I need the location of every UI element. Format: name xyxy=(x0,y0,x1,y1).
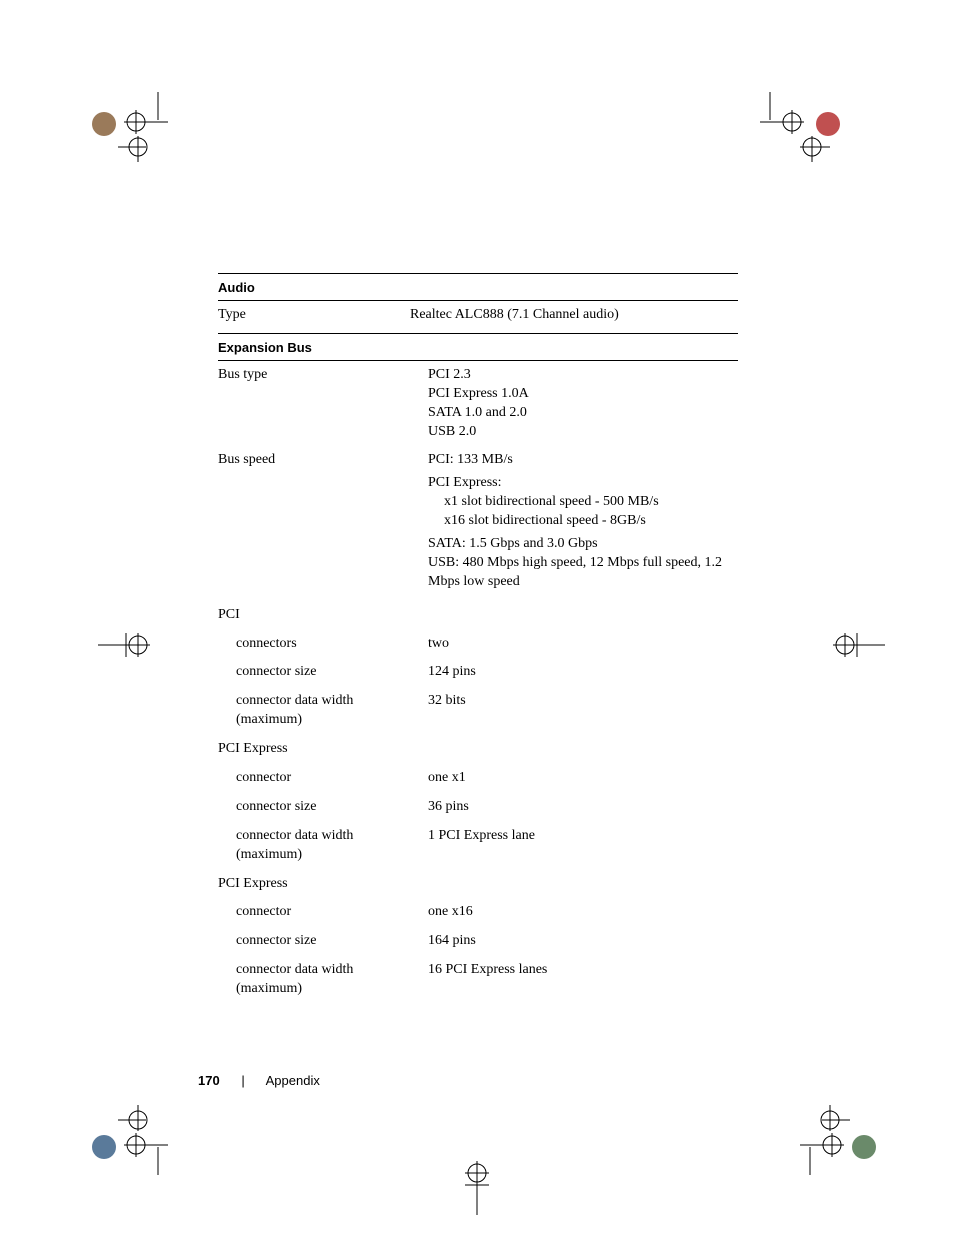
cropmark-bottom-left xyxy=(98,1105,168,1175)
row-pcie16-size: connector size 164 pins xyxy=(218,927,738,956)
bus-speed-pcie-group: PCI Express: x1 slot bidirectional speed… xyxy=(428,474,738,531)
footer-separator: | xyxy=(241,1073,244,1088)
value-pci-connectors: two xyxy=(428,630,738,659)
label-pcie16-size: connector size xyxy=(218,927,428,956)
bus-speed-pcie-x1: x1 slot bidirectional speed - 500 MB/s xyxy=(428,493,738,512)
value-pci-width: 32 bits xyxy=(428,687,738,735)
cropmark-bottom-mid xyxy=(442,1155,512,1225)
bus-type-line: SATA 1.0 and 2.0 xyxy=(428,404,738,423)
cropmark-mid-left xyxy=(98,615,168,685)
bus-speed-pci: PCI: 133 MB/s xyxy=(428,451,738,470)
label-audio-type: Type xyxy=(218,301,410,330)
row-pci-header: PCI xyxy=(218,601,738,630)
bus-speed-sata-usb: SATA: 1.5 Gbps and 3.0 Gbps USB: 480 Mbp… xyxy=(428,535,738,592)
label-pcie1-size: connector size xyxy=(218,793,428,822)
label-pcie1: PCI Express xyxy=(218,735,738,764)
expansion-table: Bus type PCI 2.3 PCI Express 1.0A SATA 1… xyxy=(218,361,738,1004)
label-pcie1-width: connector data width (maximum) xyxy=(218,822,428,870)
row-audio-type: Type Realtec ALC888 (7.1 Channel audio) xyxy=(218,301,738,330)
row-bus-speed: Bus speed PCI: 133 MB/s PCI Express: x1 … xyxy=(218,446,738,600)
label-pci-width: connector data width (maximum) xyxy=(218,687,428,735)
page-number: 170 xyxy=(198,1073,220,1088)
row-pci-connectors: connectors two xyxy=(218,630,738,659)
cropmark-top-left xyxy=(98,92,168,162)
row-pcie1-connector: connector one x1 xyxy=(218,764,738,793)
cropmark-mid-right xyxy=(815,615,885,685)
value-pcie1-size: 36 pins xyxy=(428,793,738,822)
audio-table: Type Realtec ALC888 (7.1 Channel audio) xyxy=(218,301,738,330)
value-pcie1-connector: one x1 xyxy=(428,764,738,793)
bus-type-line: USB 2.0 xyxy=(428,423,738,442)
bus-speed-sata: SATA: 1.5 Gbps and 3.0 Gbps xyxy=(428,535,738,554)
label-pcie16-width: connector data width (maximum) xyxy=(218,956,428,1004)
label-pcie16-connector: connector xyxy=(218,898,428,927)
row-pcie16-width: connector data width (maximum) 16 PCI Ex… xyxy=(218,956,738,1004)
value-pcie16-size: 164 pins xyxy=(428,927,738,956)
label-pcie16: PCI Express xyxy=(218,870,738,899)
section-header-audio: Audio xyxy=(218,273,738,301)
bus-speed-pcie-head: PCI Express: xyxy=(428,474,738,493)
row-pcie16-header: PCI Express xyxy=(218,870,738,899)
bus-speed-pcie-x16: x16 slot bidirectional speed - 8GB/s xyxy=(428,512,738,531)
cropmark-top-right xyxy=(760,92,830,162)
row-pci-size: connector size 124 pins xyxy=(218,658,738,687)
page-footer: 170 | Appendix xyxy=(198,1073,320,1088)
value-pci-size: 124 pins xyxy=(428,658,738,687)
label-bus-type: Bus type xyxy=(218,361,428,447)
row-pcie1-header: PCI Express xyxy=(218,735,738,764)
cropmark-bottom-right xyxy=(800,1105,870,1175)
label-pci-size: connector size xyxy=(218,658,428,687)
row-pcie1-width: connector data width (maximum) 1 PCI Exp… xyxy=(218,822,738,870)
page-content: Audio Type Realtec ALC888 (7.1 Channel a… xyxy=(218,273,738,1004)
row-pci-width: connector data width (maximum) 32 bits xyxy=(218,687,738,735)
row-pcie16-connector: connector one x16 xyxy=(218,898,738,927)
row-bus-type: Bus type PCI 2.3 PCI Express 1.0A SATA 1… xyxy=(218,361,738,447)
label-pcie1-connector: connector xyxy=(218,764,428,793)
value-bus-type: PCI 2.3 PCI Express 1.0A SATA 1.0 and 2.… xyxy=(428,361,738,447)
value-pcie16-connector: one x16 xyxy=(428,898,738,927)
footer-section: Appendix xyxy=(266,1073,320,1088)
label-pci-connectors: connectors xyxy=(218,630,428,659)
label-pci: PCI xyxy=(218,601,738,630)
value-pcie1-width: 1 PCI Express lane xyxy=(428,822,738,870)
bus-type-line: PCI Express 1.0A xyxy=(428,385,738,404)
row-pcie1-size: connector size 36 pins xyxy=(218,793,738,822)
bus-speed-usb: USB: 480 Mbps high speed, 12 Mbps full s… xyxy=(428,554,738,592)
value-audio-type: Realtec ALC888 (7.1 Channel audio) xyxy=(410,301,738,330)
value-pcie16-width: 16 PCI Express lanes xyxy=(428,956,738,1004)
section-header-expansion: Expansion Bus xyxy=(218,334,738,361)
value-bus-speed: PCI: 133 MB/s PCI Express: x1 slot bidir… xyxy=(428,446,738,600)
bus-type-line: PCI 2.3 xyxy=(428,366,738,385)
label-bus-speed: Bus speed xyxy=(218,446,428,600)
